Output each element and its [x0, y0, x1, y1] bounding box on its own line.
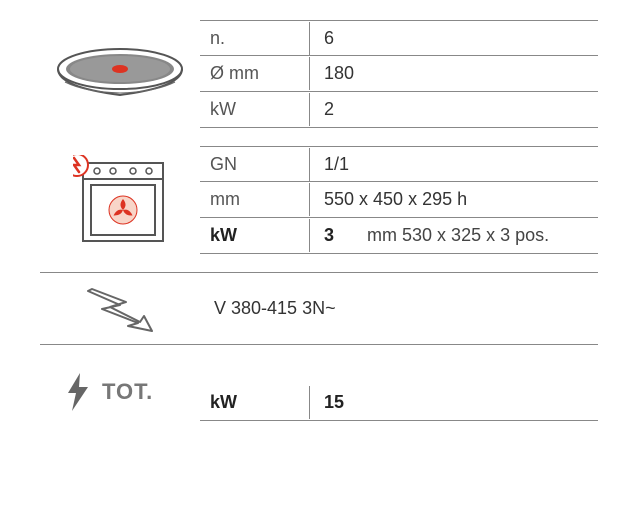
- spec-row: mm 550 x 450 x 295 h: [200, 182, 598, 218]
- spec-row: n. 6: [200, 20, 598, 56]
- spec-label: Ø mm: [200, 57, 310, 90]
- spec-value: 550 x 450 x 295 h: [310, 183, 598, 216]
- spec-section-total: TOT. kW 15: [40, 363, 598, 421]
- spec-row: kW 3 mm 530 x 325 x 3 pos.: [200, 218, 598, 254]
- hotplate-icon-cell: [40, 20, 200, 128]
- spec-row: kW 15: [200, 385, 598, 421]
- spec-section-hotplate: n. 6 Ø mm 180 kW 2: [40, 20, 598, 128]
- spec-label: kW: [200, 93, 310, 126]
- lightning-arrow-icon: [80, 281, 160, 336]
- spec-value-extra: mm 530 x 325 x 3 pos.: [367, 225, 549, 246]
- spec-row: GN 1/1: [200, 146, 598, 182]
- convection-oven-icon: [73, 155, 168, 245]
- voltage-icon-cell: [40, 273, 200, 344]
- voltage-value: V 380-415 3N~: [200, 292, 598, 325]
- spec-row: Ø mm 180: [200, 56, 598, 92]
- spec-value-main: 3: [324, 225, 334, 245]
- hotplate-icon: [55, 47, 185, 102]
- spec-value: 15: [310, 386, 598, 419]
- spec-value: 1/1: [310, 148, 598, 181]
- spec-section-oven: GN 1/1 mm 550 x 450 x 295 h kW 3 mm 530 …: [40, 146, 598, 254]
- spec-value: 180: [310, 57, 598, 90]
- spec-row: kW 2: [200, 92, 598, 128]
- spec-label: mm: [200, 183, 310, 216]
- spec-value: 2: [310, 93, 598, 126]
- spec-label: n.: [200, 22, 310, 55]
- oven-icon-cell: [40, 146, 200, 254]
- spec-value-complex: 3 mm 530 x 325 x 3 pos.: [310, 219, 598, 252]
- spec-section-voltage: V 380-415 3N~: [40, 272, 598, 345]
- spec-label: kW: [200, 219, 310, 252]
- spec-label: GN: [200, 148, 310, 181]
- total-label: TOT.: [102, 379, 153, 405]
- spec-label: kW: [200, 386, 310, 419]
- total-icon-cell: TOT.: [40, 363, 200, 421]
- spec-value: 6: [310, 22, 598, 55]
- bolt-icon: [62, 371, 94, 413]
